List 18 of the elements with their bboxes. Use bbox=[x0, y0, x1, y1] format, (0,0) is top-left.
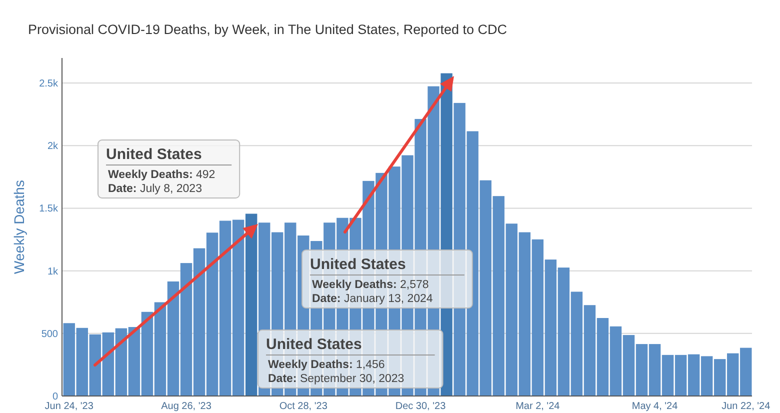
y-tick-label: 0 bbox=[52, 392, 58, 402]
y-tick-label: 1k bbox=[47, 266, 59, 278]
text: United States Weekly Deaths: 1,456 Date: September 30, 2023 bbox=[266, 336, 404, 385]
text: United States Weekly Deaths: 492 Date: July 8, 2023 bbox=[106, 146, 216, 195]
y-tick-label: 2.5k bbox=[39, 78, 59, 90]
x-tick-label: Dec 30, '23 bbox=[395, 401, 446, 412]
chart-title: Provisional COVID-19 Deaths, by Week, in The United States, Reported to CDC bbox=[28, 22, 508, 37]
y-tick-label: 2k bbox=[47, 141, 59, 152]
x-tick-label: Aug 26, '23 bbox=[161, 401, 212, 412]
x-tick-label: Mar 2, '24 bbox=[516, 401, 560, 412]
y-tick-label: 1.5k bbox=[39, 204, 59, 215]
x-tick-label: Jun 24, '23 bbox=[44, 401, 94, 412]
x-tick-label: Jun 22, '24 bbox=[722, 401, 771, 412]
x-tick-label: Oct 28, '23 bbox=[279, 401, 328, 412]
y-axis-title: Weekly Deaths bbox=[11, 180, 27, 274]
text: United States Weekly Deaths: 2,578 Date: January 13, 2024 bbox=[310, 256, 433, 305]
x-tick-label: May 4, '24 bbox=[632, 401, 678, 412]
y-tick-label: 500 bbox=[41, 328, 58, 340]
